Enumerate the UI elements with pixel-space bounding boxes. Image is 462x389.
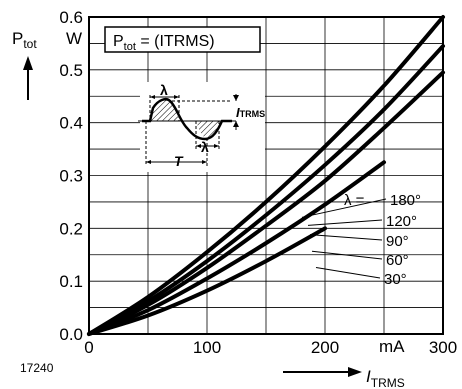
y-axis-unit: W	[66, 29, 82, 48]
x-tick-label: 100	[193, 338, 221, 357]
series-label-0: 180°	[390, 192, 421, 209]
series-line-2	[87, 70, 445, 336]
series-line-4	[87, 226, 327, 336]
y-tick-label: 0.3	[59, 167, 83, 186]
lambda-leader-3	[311, 250, 383, 260]
lambda-leader-4	[315, 267, 381, 279]
lambda-leader-2	[309, 234, 383, 241]
series-line-1	[87, 44, 445, 336]
waveform-inset: λ λ T ITRMS	[138, 82, 265, 172]
lambda-leader-1	[307, 219, 383, 226]
formula-text: Ptot = (ITRMS)	[113, 33, 215, 53]
series-label-1: 120°	[386, 213, 417, 230]
figure-id: 17240	[20, 361, 54, 375]
y-tick-label: 0.2	[59, 219, 83, 238]
y-tick-label: 0.6	[59, 8, 83, 27]
tick-labels: 0.0 0.1 0.2 0.3 0.4 0.5 0.6 0 100 200 300	[59, 8, 457, 357]
inset-lambda-top: λ	[160, 82, 168, 98]
series-label-4: 30°	[384, 271, 407, 288]
series-line-0	[87, 15, 445, 336]
inset-sine-wave	[142, 98, 232, 141]
plot-frame	[88, 16, 444, 335]
y-axis-arrow	[23, 56, 33, 100]
x-tick-label: 0	[84, 338, 93, 357]
series-line-3	[87, 160, 386, 336]
inset-period-label: T	[174, 153, 184, 169]
series-label-3: 60°	[386, 252, 409, 269]
y-tick-label: 0.4	[59, 114, 83, 133]
inset-current-label: ITRMS	[236, 105, 265, 120]
x-tick-label: 200	[311, 338, 339, 357]
y-tick-label: 0.0	[59, 325, 83, 344]
y-axis-label: Ptot	[12, 29, 37, 51]
lambda-legend: λ = 180° 120° 90° 60° 30°	[301, 192, 421, 288]
x-tick-label: 300	[429, 338, 457, 357]
y-tick-label: 0.1	[59, 272, 83, 291]
x-axis-label: ITRMS	[366, 367, 405, 389]
series-lines	[87, 15, 445, 336]
lambda-prefix: λ =	[344, 192, 365, 209]
x-axis-arrow	[283, 367, 362, 377]
formula-box	[104, 26, 261, 53]
series-label-2: 90°	[386, 233, 409, 250]
inset-lambda-bottom: λ	[201, 139, 209, 155]
x-axis-unit: mA	[379, 337, 405, 356]
lambda-leader-0	[301, 198, 387, 218]
y-tick-label: 0.5	[59, 61, 83, 80]
